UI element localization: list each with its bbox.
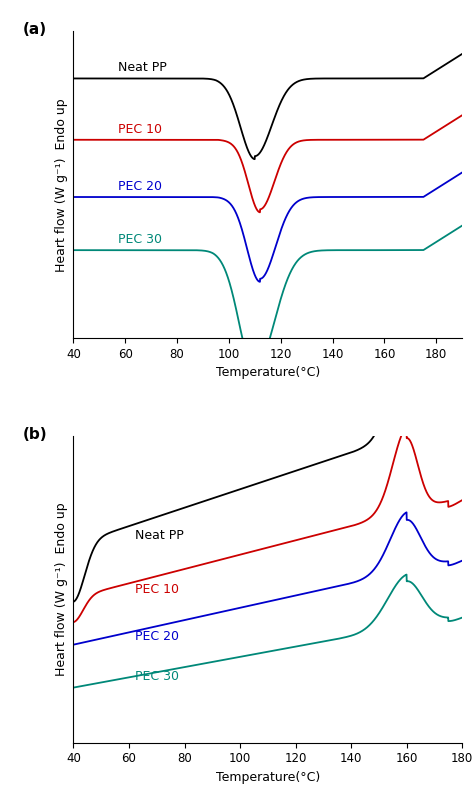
Text: PEC 30: PEC 30: [118, 233, 162, 246]
Text: PEC 10: PEC 10: [135, 582, 179, 596]
Text: Neat PP: Neat PP: [118, 61, 166, 75]
X-axis label: Temperature(°C): Temperature(°C): [216, 771, 320, 784]
Text: PEC 20: PEC 20: [135, 630, 179, 643]
Text: PEC 20: PEC 20: [118, 180, 162, 193]
Text: Neat PP: Neat PP: [135, 530, 183, 542]
Text: (b): (b): [23, 427, 47, 442]
Text: PEC 30: PEC 30: [135, 670, 179, 684]
Y-axis label: Heart flow (W g⁻¹)  Endo up: Heart flow (W g⁻¹) Endo up: [55, 98, 68, 271]
Text: PEC 10: PEC 10: [118, 123, 162, 136]
Text: (a): (a): [23, 22, 47, 37]
X-axis label: Temperature(°C): Temperature(°C): [216, 366, 320, 380]
Y-axis label: Heart flow (W g⁻¹)  Endo up: Heart flow (W g⁻¹) Endo up: [55, 503, 68, 676]
